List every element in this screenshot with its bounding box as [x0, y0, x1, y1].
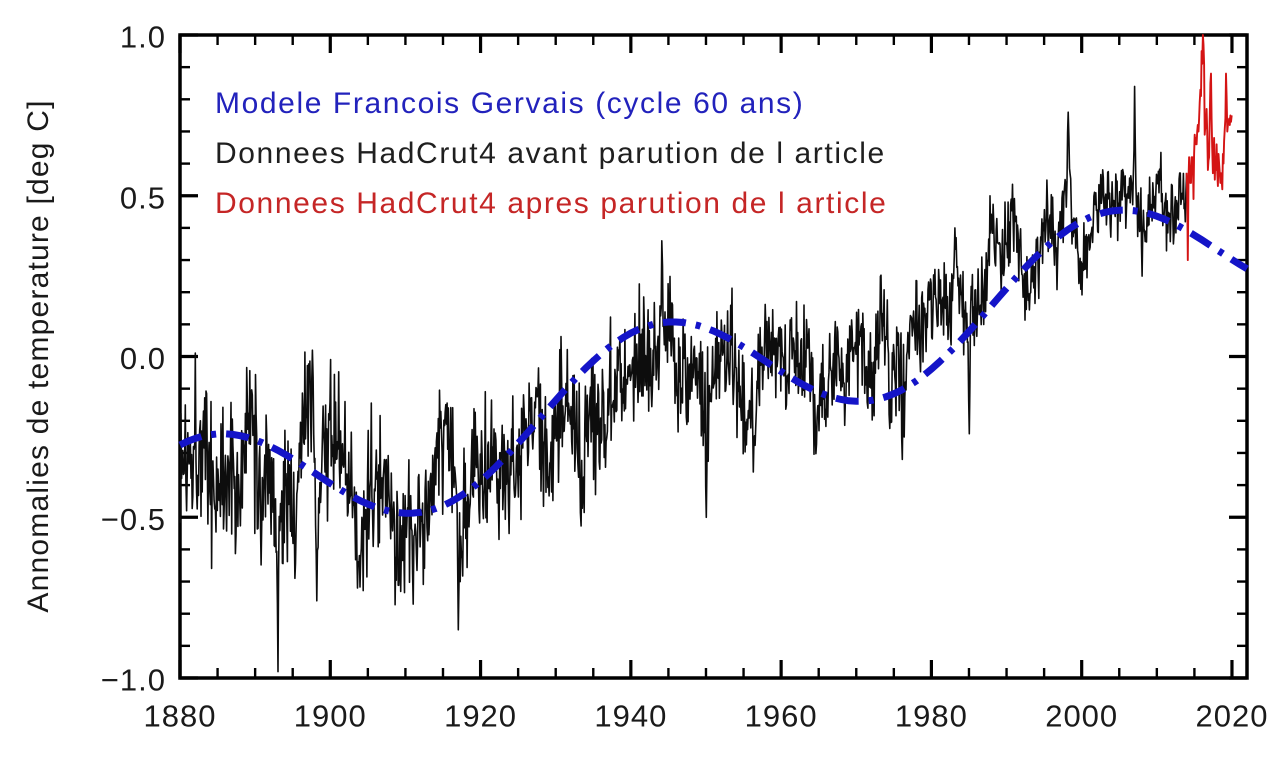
y-tick-label: −1.0	[101, 663, 166, 698]
legend-hadcrut4-after: Donnees HadCrut4 apres parution de l art…	[215, 187, 887, 220]
legend-model-gervais: Modele Francois Gervais (cycle 60 ans)	[215, 87, 804, 120]
x-tick-label: 1880	[144, 698, 217, 733]
legend-hadcrut4-before: Donnees HadCrut4 avant parution de l art…	[215, 137, 886, 170]
hadcrut4-before-line	[179, 85, 1188, 673]
x-tick-label: 1960	[745, 698, 818, 733]
x-tick-label: 2020	[1195, 698, 1268, 733]
gervais-model-curve-line	[178, 206, 1249, 517]
x-tick-label: 2000	[1045, 698, 1118, 733]
legend: Modele Francois Gervais (cycle 60 ans) D…	[215, 87, 887, 220]
x-tick-label: 1940	[594, 698, 667, 733]
x-tick-label: 1900	[294, 698, 367, 733]
y-axis-title: Annomalies de temperature [deg C]	[22, 99, 55, 612]
axis-frame: 1880 1900 1920 1940 1960 1980 2000 2020 −1.0 −0.5…	[101, 20, 1268, 734]
y-tick-label: 0.5	[120, 180, 166, 215]
y-tick-label: 0.0	[120, 341, 166, 376]
y-tick-label: 1.0	[120, 20, 166, 55]
x-tick-label: 1920	[444, 698, 517, 733]
hadcrut4-after-line	[1185, 34, 1233, 262]
y-tick-label: −0.5	[101, 502, 166, 537]
x-tick-label: 1980	[895, 698, 968, 733]
